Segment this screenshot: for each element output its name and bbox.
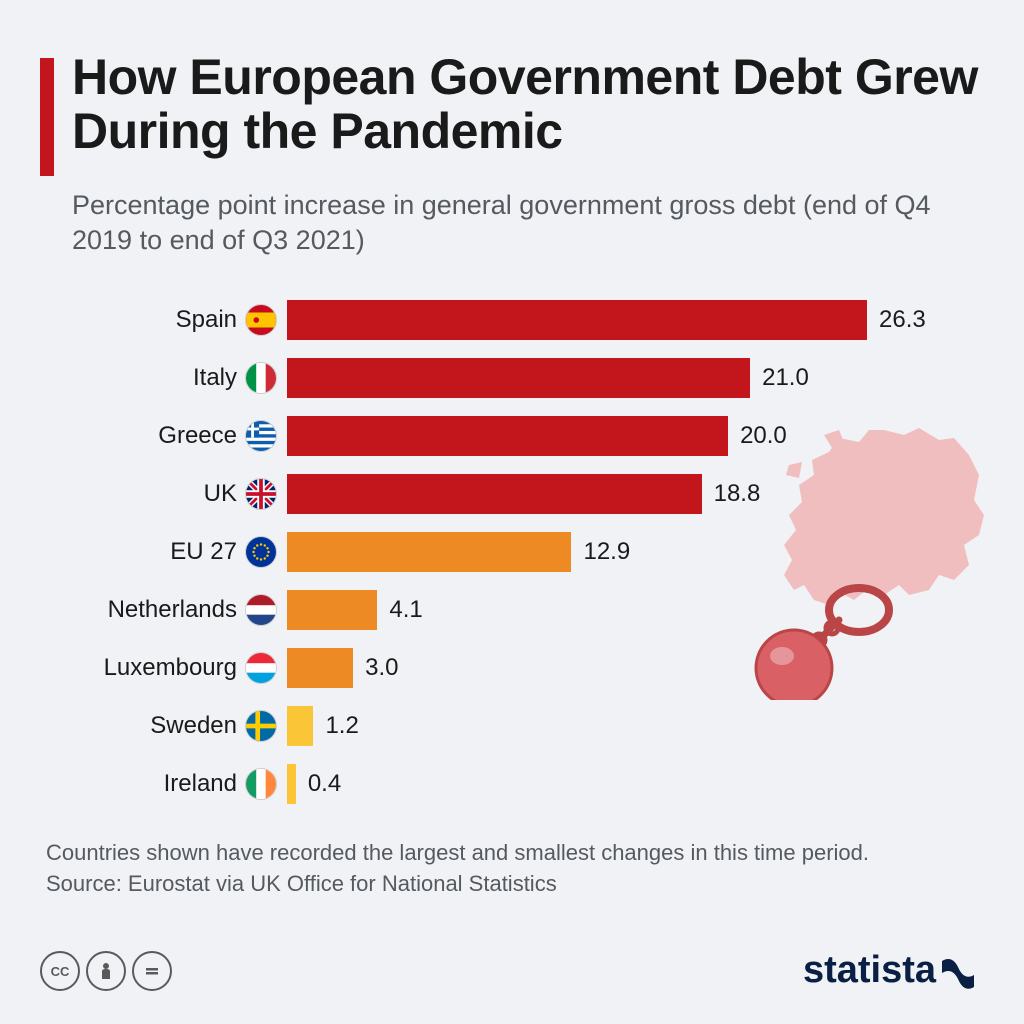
- statista-logo: statista: [803, 949, 984, 992]
- bar-label: EU 27: [50, 538, 245, 566]
- spain-flag-icon: [245, 304, 277, 336]
- bar: [287, 590, 377, 630]
- bar-label: Sweden: [50, 712, 245, 740]
- luxembourg-flag-icon: [245, 652, 277, 684]
- bar-row: Ireland 0.4: [50, 758, 984, 810]
- bar: [287, 474, 702, 514]
- bar-row: Spain 26.3: [50, 294, 984, 346]
- cc-icon: CC: [40, 951, 80, 991]
- ireland-flag-icon: [245, 768, 277, 800]
- nd-icon: [132, 951, 172, 991]
- bar-label: Ireland: [50, 770, 245, 798]
- page-title: How European Government Debt Grew During…: [72, 50, 984, 158]
- sweden-flag-icon: [245, 710, 277, 742]
- netherlands-flag-icon: [245, 594, 277, 626]
- bar-label: Italy: [50, 364, 245, 392]
- uk-flag-icon: [245, 478, 277, 510]
- bar: [287, 706, 313, 746]
- bar-value: 26.3: [879, 306, 926, 334]
- bar-label: Spain: [50, 306, 245, 334]
- footer: CC statista: [40, 949, 984, 992]
- bar: [287, 416, 728, 456]
- ball-icon: [756, 630, 832, 700]
- bar-label: Luxembourg: [50, 654, 245, 682]
- europe-map-illustration: [744, 420, 1004, 700]
- bar-row: Italy 21.0: [50, 352, 984, 404]
- greece-flag-icon: [245, 420, 277, 452]
- svg-text:CC: CC: [51, 964, 70, 979]
- header: How European Government Debt Grew During…: [40, 50, 984, 176]
- footnote: Countries shown have recorded the larges…: [46, 838, 984, 900]
- by-icon: [86, 951, 126, 991]
- bar-value: 1.2: [325, 712, 358, 740]
- title-accent-bar: [40, 58, 54, 176]
- bar: [287, 532, 571, 572]
- statista-wave-icon: [940, 953, 984, 989]
- license-icons: CC: [40, 951, 172, 991]
- eu-flag-icon: [245, 536, 277, 568]
- bar-label: UK: [50, 480, 245, 508]
- footnote-source: Source: Eurostat via UK Office for Natio…: [46, 871, 557, 896]
- footnote-line1: Countries shown have recorded the larges…: [46, 840, 869, 865]
- bar-value: 4.1: [389, 596, 422, 624]
- bar: [287, 648, 353, 688]
- bar: [287, 358, 750, 398]
- bar: [287, 300, 867, 340]
- italy-flag-icon: [245, 362, 277, 394]
- bar-value: 3.0: [365, 654, 398, 682]
- subtitle: Percentage point increase in general gov…: [72, 188, 984, 258]
- bar-label: Netherlands: [50, 596, 245, 624]
- bar-value: 21.0: [762, 364, 809, 392]
- map-shape: [784, 428, 984, 605]
- bar-label: Greece: [50, 422, 245, 450]
- bar: [287, 764, 296, 804]
- bar-value: 0.4: [308, 770, 341, 798]
- bar-value: 12.9: [583, 538, 630, 566]
- bar-row: Sweden 1.2: [50, 700, 984, 752]
